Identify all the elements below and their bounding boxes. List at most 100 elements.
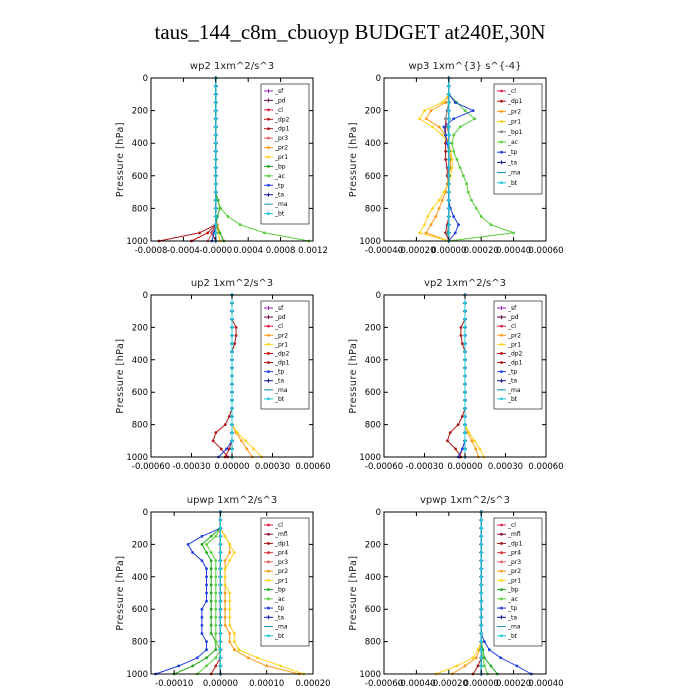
panel-2: wp3 1xm^{3} s^{-4} Pressure [hPa] 0 200 400 6… [348,61,564,256]
legend-entry: _ta [507,614,517,621]
series-point-bt [479,656,483,660]
legend-entry: _pr4 [274,550,288,557]
series-point-tp [200,559,204,562]
series-point-ac [209,551,213,554]
series-point-bt [214,92,218,96]
series-point-bt [447,166,451,170]
series-point-pr1 [426,215,430,218]
series-point-bp [209,607,213,611]
legend-marker [267,523,270,527]
legend-marker [500,397,503,401]
y-tick-label: 1000 [126,670,148,680]
series-point-pr1 [442,190,446,194]
series-point-bt [219,632,222,635]
legend-entry: _bp1 [507,129,523,136]
panel-4: vp2 1xm^2/s^3 Pressure [hPa] 0 200 400 600 800… [348,278,564,472]
series-point-bt [463,431,467,435]
series-point-bt [230,374,234,378]
series-point-bt [219,615,222,619]
legend-entry: _bt [274,633,285,640]
legend-marker [267,127,270,131]
series-point-bp [205,656,208,660]
series-point-pr2 [223,615,227,619]
y-tick-label: 0 [143,508,148,518]
legend-marker [500,324,503,328]
series-point-pr1 [228,543,232,546]
series-point-dp1 [211,439,215,443]
series-point-pr1 [223,567,227,571]
legend-entry: _pr1 [507,341,521,348]
series-point-pr1 [450,158,454,161]
legend-entry: _ta [274,192,284,199]
y-tick-label: 200 [132,323,148,333]
panel-1: wp2 1xm^2/s^3 Pressure [hPa] 0 200 400 600 800… [115,61,328,256]
legend-marker [500,333,503,337]
y-tick-label: 800 [365,638,381,648]
x-tick-label: 0.00030 [255,462,290,472]
y-axis-label: Pressure [hPa] [115,122,126,197]
legend-entry: _dp2 [274,116,290,123]
series-point-bt [447,174,451,178]
legend-entry: _sf [274,305,284,312]
panel-title: wp2 1xm^2/s^3 [190,61,274,72]
series-point-bt [230,350,234,354]
series-point-ac [214,632,218,635]
series-point-tp [186,543,190,546]
plot-frame [150,511,314,675]
series-point-bt [463,366,467,370]
series-point-bt [214,84,218,88]
series-point-bt [463,415,467,418]
legend-marker [266,615,271,620]
series-point-bt [479,640,483,643]
y-tick-label: 800 [132,421,148,431]
legend-entry: _cl [507,522,516,529]
series-point-tp [444,133,447,137]
series-point-pr1 [228,607,232,611]
legend-entry: _pr1 [274,154,288,161]
series-point-bt [230,415,234,418]
series-point-dp1 [460,415,464,418]
series-point-bt [214,207,218,210]
legend-marker [267,117,270,121]
series-point-bt [230,326,234,329]
panel-title: vp2 1xm^2/s^3 [424,278,506,289]
series-line-tp [218,295,233,458]
legend-entry: _pr3 [274,135,288,142]
series-point-pr1 [455,664,459,668]
series-point-bt [479,632,483,635]
figure-title: taus_144_c8m_cbuoyp BUDGET at240E,30N [154,20,546,44]
legend-entry: _ac [274,596,285,603]
legend-marker [266,378,271,383]
series-point-bt [214,149,218,153]
series-point-bt [463,398,467,402]
x-tick-label: -0.00030 [405,462,443,472]
series-point-bt [230,423,234,426]
series-point-ac [214,640,218,643]
series-point-pr1 [232,551,236,554]
y-tick-label: 800 [365,204,381,214]
legend-marker [267,532,270,536]
series-point-ac [214,575,218,579]
series-point-tp [177,664,181,668]
legend-marker [500,89,503,93]
series-point-bt [463,407,467,410]
series-point-bt [447,190,451,194]
panel-title: up2 1xm^2/s^3 [191,278,273,289]
series-point-bt [447,84,451,88]
series-point-bt [219,534,222,538]
y-tick-label: 600 [365,388,381,398]
series-point-bt [479,534,483,538]
series-point-bt [479,559,483,562]
legend-entry: _cl [274,522,283,529]
panel-5: upwp 1xm^2/s^3 Pressure [hPa] 0 200 400 600 80… [115,495,331,689]
series-point-bt [219,559,222,562]
series-point-ac [214,567,218,571]
series-point-pr1 [236,431,239,435]
x-tick-label: -0.0004 [167,246,200,256]
series-point-tp [487,648,491,652]
x-tick-label: -0.00040 [397,679,435,689]
y-tick-label: 0 [376,74,381,84]
legend-marker [266,306,271,310]
series-point-bt [479,648,483,652]
legend-marker [267,560,270,564]
